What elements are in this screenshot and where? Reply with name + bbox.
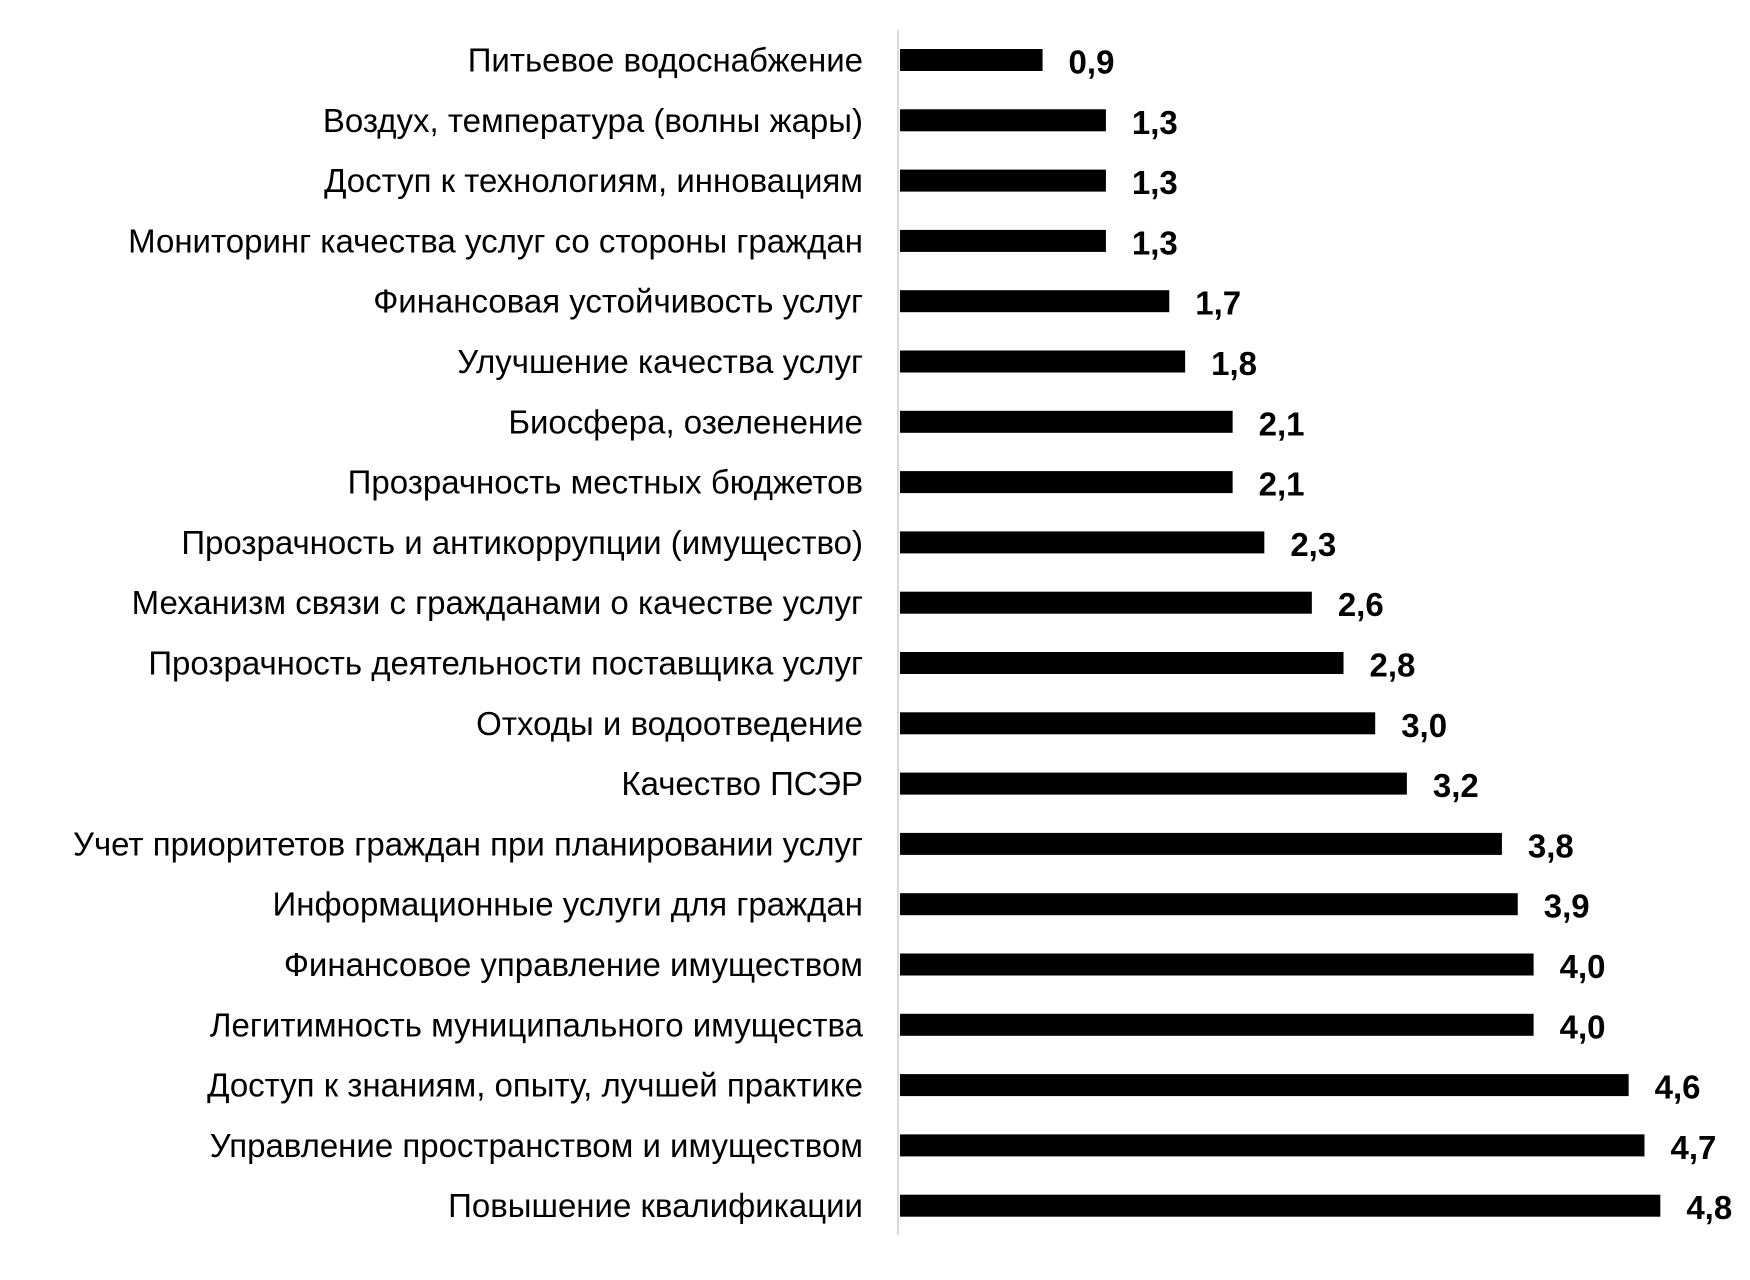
category-label: Доступ к знаниям, опыту, лучшей практике [207,1067,863,1104]
category-label: Финансовая устойчивость услуг [373,283,863,320]
category-label: Качество ПСЭР [621,765,863,802]
category-label: Информационные услуги для граждан [273,886,863,923]
value-label: 3,2 [1433,767,1479,804]
category-label: Доступ к технологиям, инновациям [324,162,863,199]
bar [900,1134,1645,1157]
category-label: Отходы и водоотведение [476,705,863,742]
bar [900,471,1233,494]
category-label: Прозрачность деятельности поставщика усл… [148,645,863,682]
bar [900,49,1043,71]
category-label: Прозрачность и антикоррупции (имущество) [181,524,863,561]
value-label: 4,8 [1686,1189,1732,1226]
category-label: Прозрачность местных бюджетов [348,464,863,501]
bar [900,893,1518,916]
value-label: 4,0 [1560,1008,1606,1045]
category-label: Управление пространством и имуществом [210,1127,863,1164]
bar [900,169,1106,192]
category-label: Финансовое управление имуществом [284,946,863,983]
value-label: 2,6 [1338,586,1384,623]
value-label: 1,7 [1195,285,1241,322]
category-label: Повышение квалификации [448,1187,863,1224]
value-label: 1,8 [1211,345,1257,382]
value-label: 3,9 [1544,888,1590,925]
value-label: 1,3 [1132,164,1178,201]
bar [900,350,1186,373]
category-label: Легитимность муниципального имущества [210,1006,864,1043]
value-label: 4,7 [1670,1129,1716,1166]
bar [900,1013,1534,1036]
category-label: Механизм связи с гражданами о качестве у… [132,584,863,621]
value-label: 0,9 [1069,44,1115,81]
value-label: 2,3 [1290,526,1336,563]
value-label: 3,8 [1528,827,1574,864]
value-label: 2,1 [1259,405,1305,442]
value-label: 2,8 [1370,647,1416,684]
bar [900,1194,1661,1217]
value-label: 4,0 [1560,948,1606,985]
bar [900,953,1534,976]
value-label: 1,3 [1132,224,1178,261]
category-label: Питьевое водоснабжение [468,42,863,79]
value-label: 4,6 [1655,1069,1701,1106]
bar [900,229,1106,252]
bar [900,772,1407,795]
bar [900,410,1233,433]
bar [900,832,1502,855]
bar [900,531,1265,554]
bar [900,290,1170,313]
value-label: 3,0 [1401,707,1447,744]
bar [900,109,1106,132]
category-label: Улучшение качества услуг [457,343,863,380]
category-label: Мониторинг качества услуг со стороны гра… [128,222,863,259]
category-label: Биосфера, озеленение [508,403,863,440]
category-label: Воздух, температура (волны жары) [323,102,863,139]
bar [900,591,1312,614]
bar [900,1074,1629,1097]
value-label: 2,1 [1259,466,1305,503]
bar [900,652,1344,674]
bar [900,712,1376,735]
category-label: Учет приоритетов граждан при планировани… [73,825,863,862]
value-label: 1,3 [1132,104,1178,141]
